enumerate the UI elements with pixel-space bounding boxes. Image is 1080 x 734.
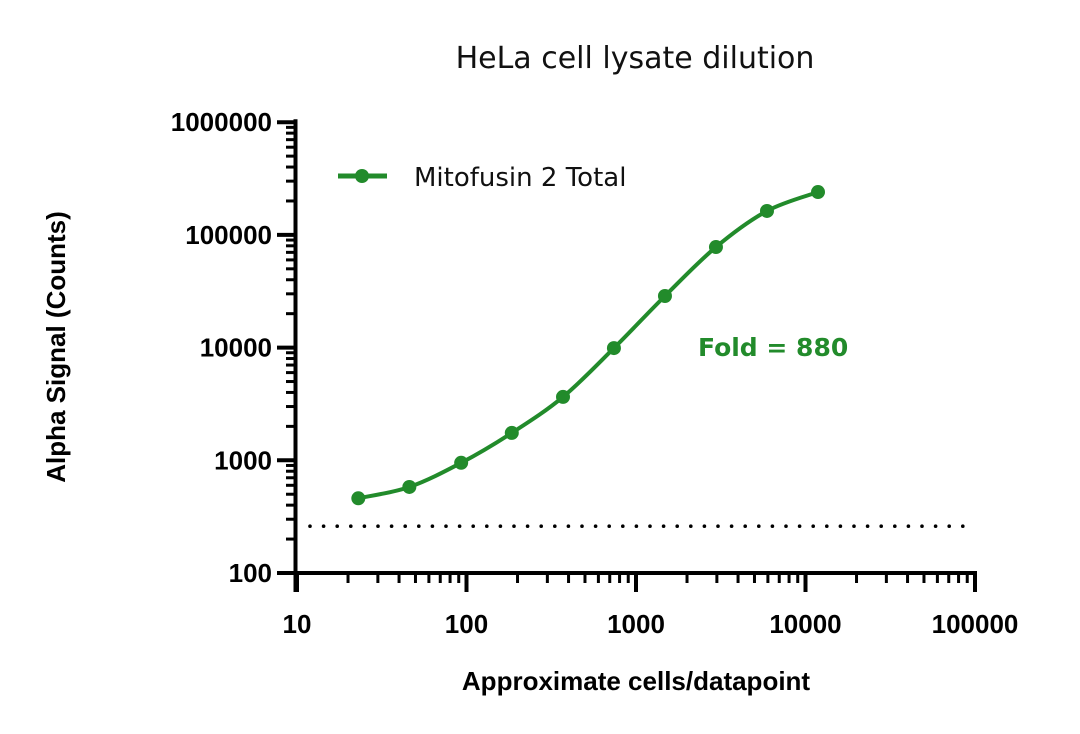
chart-title: HeLa cell lysate dilution	[456, 41, 815, 76]
data-point	[708, 240, 723, 255]
data-point	[811, 185, 826, 200]
x-axis-label: Approximate cells/datapoint	[462, 666, 811, 696]
data-point	[402, 479, 417, 494]
y-tick-label: 1000000	[171, 107, 272, 137]
data-point	[351, 491, 366, 506]
y-axis: 100 1000 10000 100000 1000000	[171, 107, 298, 592]
y-tick-label: 10000	[200, 333, 272, 363]
y-tick-label: 100	[229, 558, 272, 588]
x-tick-label: 100000	[932, 609, 1019, 639]
data-point	[657, 288, 672, 303]
background-reference-line	[308, 524, 965, 529]
y-axis-label: Alpha Signal (Counts)	[41, 211, 71, 483]
y-tick-label: 100000	[185, 220, 272, 250]
y-tick-label: 1000	[214, 445, 272, 475]
legend-marker-icon	[355, 169, 369, 183]
x-tick-label: 10	[283, 609, 312, 639]
legend-label: Mitofusin 2 Total	[414, 163, 626, 193]
x-tick-label: 1000	[607, 609, 665, 639]
data-point	[759, 203, 774, 218]
x-tick-label: 100	[445, 609, 488, 639]
data-point	[504, 425, 519, 440]
x-tick-label: 10000	[769, 609, 841, 639]
legend: Mitofusin 2 Total	[338, 163, 626, 193]
data-series	[351, 185, 826, 506]
data-point	[606, 341, 621, 356]
data-point	[556, 389, 571, 404]
x-axis: 10 100 1000 10000 100000	[281, 571, 1018, 639]
series-line	[357, 190, 819, 501]
data-point	[454, 455, 469, 470]
fold-annotation: Fold = 880	[698, 333, 848, 362]
